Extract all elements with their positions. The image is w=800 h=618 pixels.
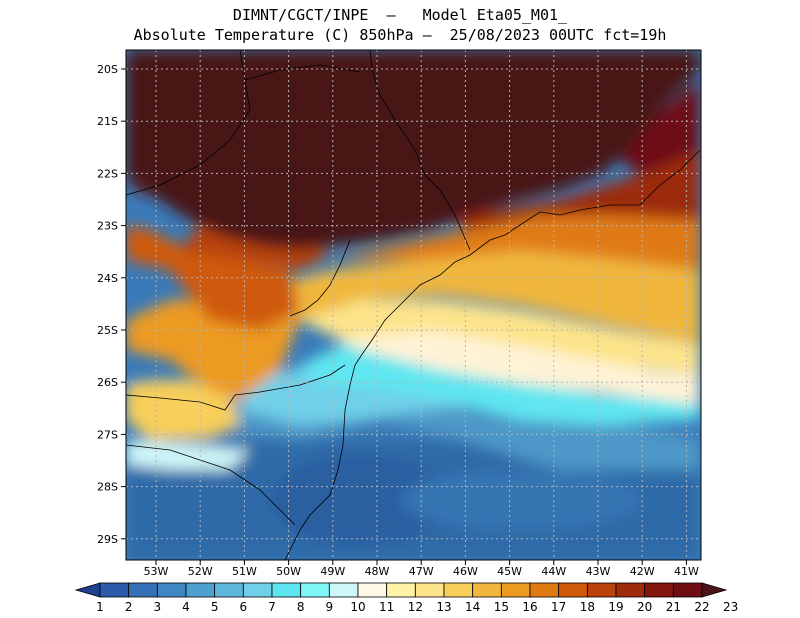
colorbar-label: 20 [637,600,652,614]
lat-tick-label: 21S [97,115,118,128]
lon-tick-label: 49W [320,565,345,578]
lon-tick-label: 53W [144,565,169,578]
lon-tick-label: 42W [630,565,655,578]
colorbar-swatch [357,582,388,598]
graticule [126,50,701,560]
colorbar-swatch [529,582,560,598]
lon-tick-label: 51W [232,565,257,578]
colorbar-swatch [156,582,187,598]
lon-tick-label: 48W [365,565,390,578]
lat-tick-label: 28S [97,481,118,494]
colorbar-swatch [242,582,273,598]
colorbar-swatch [386,582,416,598]
colorbar-swatch [99,582,130,598]
colorbar-swatch [615,582,646,598]
colorbar-swatch [558,582,588,598]
colorbar-label: 9 [326,600,334,614]
longitude-axis: 53W 52W 51W 50W 49W 48W 47W 46W 45W 44W 43W 42W 41W [144,560,699,578]
lon-tick-label: 47W [409,565,434,578]
lon-tick-label: 45W [497,565,522,578]
coastline-and-borders [126,50,701,560]
colorbar-swatch [414,582,445,598]
colorbar-label: 12 [408,600,423,614]
lat-tick-label: 24S [97,272,118,285]
colorbar-label: 22 [694,600,709,614]
lat-tick-label: 20S [97,63,118,76]
colorbar-label: 6 [240,600,248,614]
colorbar-swatch [271,582,302,598]
colorbar-swatch [672,582,703,598]
lat-tick-label: 27S [97,428,118,441]
colorbar-swatch [701,582,728,598]
lon-tick-label: 50W [276,565,301,578]
colorbar-label: 21 [666,600,681,614]
colorbar-label: 15 [494,600,509,614]
colorbar-label: 1 [96,600,104,614]
lat-tick-label: 29S [97,533,118,546]
colorbar-label: 18 [580,600,595,614]
temperature-field [126,50,701,560]
lon-tick-label: 43W [586,565,611,578]
colorbar-swatch [300,582,330,598]
colorbar-swatch [586,582,617,598]
lon-tick-label: 44W [541,565,566,578]
colorbar-label: 16 [522,600,537,614]
lon-tick-label: 52W [188,565,213,578]
colorbar-label: 2 [125,600,133,614]
lat-tick-label: 22S [97,167,118,180]
colorbar-label: 5 [211,600,219,614]
colorbar-label: 17 [551,600,566,614]
colorbar-label: 3 [154,600,162,614]
colorbar-label: 19 [608,600,623,614]
colorbar-swatch [500,582,531,598]
colorbar-swatch [443,582,474,598]
latitude-axis: 20S 21S 22S 23S 24S 25S 26S 27S 28S 29S [97,63,126,546]
colorbar-swatch [644,582,674,598]
colorbar-label: 11 [379,600,394,614]
colorbar-labels: 1 2 3 4 5 6 7 8 9 10 11 12 13 14 15 16 17 18 19 20 21 22 23 [96,600,738,614]
colorbar-swatch [328,582,359,598]
colorbar-label: 14 [465,600,480,614]
lat-tick-label: 26S [97,376,118,389]
colorbar-swatch [185,582,216,598]
colorbar-label: 13 [436,600,451,614]
lat-tick-label: 25S [97,324,118,337]
colorbar-swatch [214,582,244,598]
colorbar-label: 10 [350,600,365,614]
lon-tick-label: 41W [674,565,699,578]
colorbar-label: 8 [297,600,305,614]
lon-tick-label: 46W [453,565,478,578]
colorbar-swatch [74,582,101,598]
lat-tick-label: 23S [97,220,118,233]
colorbar [74,582,728,598]
map-title-line-1: DIMNT/CGCT/INPE – Model Eta05_M01_ [232,6,568,24]
colorbar-label: 23 [723,600,738,614]
map-frame [125,49,702,561]
colorbar-swatch [128,582,158,598]
colorbar-swatch [472,582,502,598]
colorbar-label: 7 [268,600,276,614]
colorbar-label: 4 [182,600,190,614]
map-title-line-2: Absolute Temperature (C) 850hPa – 25/08/… [133,26,667,44]
